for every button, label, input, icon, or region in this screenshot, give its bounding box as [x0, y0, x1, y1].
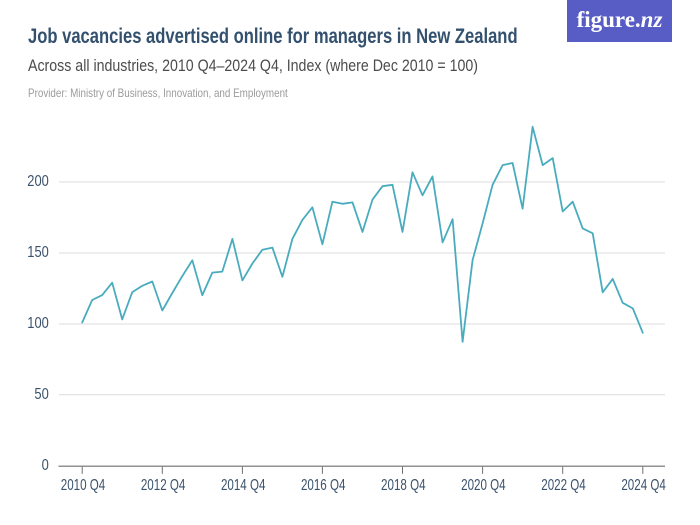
svg-text:50: 50: [34, 386, 48, 403]
svg-text:100: 100: [27, 315, 49, 332]
svg-text:2024 Q4: 2024 Q4: [621, 477, 666, 494]
svg-text:200: 200: [27, 173, 49, 190]
svg-text:2010 Q4: 2010 Q4: [61, 477, 106, 494]
svg-text:2020 Q4: 2020 Q4: [461, 477, 506, 494]
svg-text:150: 150: [27, 244, 49, 261]
svg-text:2018 Q4: 2018 Q4: [381, 477, 426, 494]
svg-text:0: 0: [42, 457, 49, 474]
svg-text:2022 Q4: 2022 Q4: [541, 477, 586, 494]
svg-text:2012 Q4: 2012 Q4: [141, 477, 186, 494]
svg-text:2016 Q4: 2016 Q4: [301, 477, 346, 494]
svg-text:2014 Q4: 2014 Q4: [221, 477, 266, 494]
